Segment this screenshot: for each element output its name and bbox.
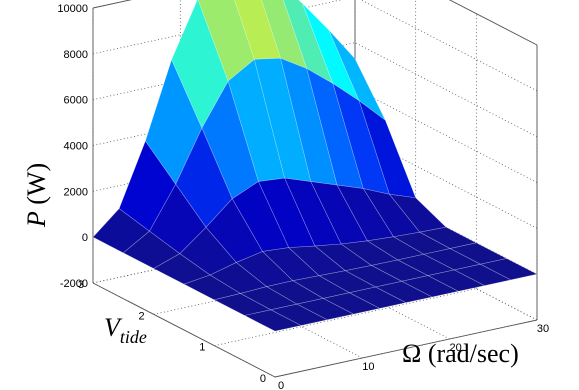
y-tick-label: 1 (199, 342, 205, 354)
x-axis-label: Ω (rad/sec) (402, 339, 519, 368)
x-tick-label: 10 (362, 361, 374, 373)
z-tick-label: 0 (82, 232, 88, 244)
grid-line (354, 179, 538, 275)
grid-line (354, 88, 538, 183)
box-edge (274, 319, 538, 378)
y-axis-label: Vtide (104, 313, 147, 347)
z-axis-label: P (W) (22, 163, 51, 228)
y-tick-label: 2 (139, 310, 145, 322)
surface-cell (449, 242, 508, 265)
z-tick-label: -2000 (60, 278, 88, 290)
x-tick-label: 0 (278, 380, 284, 390)
box-edge (448, 0, 538, 46)
z-tick-label: 8000 (64, 49, 88, 61)
y-tick-label: 0 (260, 373, 266, 385)
z-tick-label: 6000 (64, 95, 88, 107)
grid-line (354, 133, 538, 229)
y-tick-label: 3 (78, 279, 84, 291)
surface-cell (197, 0, 255, 82)
x-tick-label: 20 (450, 342, 462, 354)
surface-cell (171, 0, 229, 129)
z-tick-label: 10000 (57, 3, 88, 15)
box-edge (92, 282, 276, 378)
grid-line (449, 0, 538, 46)
tick-labels: -2000 0 2000 4000 6000 8000 10000 0 10 20 30 0 1 2 3 (57, 3, 549, 390)
surface-cell (479, 258, 538, 281)
z-tick-label: 2000 (64, 186, 88, 198)
z-tick-label: 4000 (64, 141, 88, 153)
x-tick-label: 30 (537, 323, 549, 335)
grid-line (360, 0, 538, 92)
surface (92, 0, 538, 332)
grid-line (354, 42, 538, 138)
